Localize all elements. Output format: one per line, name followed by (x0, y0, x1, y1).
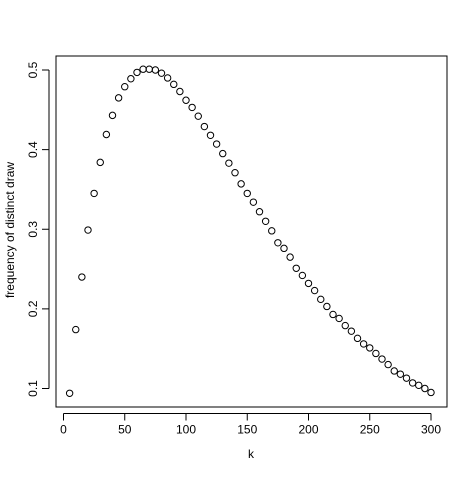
data-point (194, 112, 202, 120)
x-tick-label: 0 (60, 423, 67, 437)
data-point (163, 74, 172, 82)
x-tick-label: 100 (176, 423, 196, 437)
data-point (102, 130, 111, 139)
y-tick-label: 0.2 (26, 300, 40, 317)
data-point (347, 327, 356, 335)
data-point (182, 96, 190, 104)
data-point (341, 321, 349, 330)
data-point (65, 389, 74, 397)
data-point (231, 169, 239, 177)
data-point (304, 279, 313, 288)
data-point (390, 367, 398, 375)
data-point (127, 75, 135, 83)
data-point (408, 379, 417, 387)
data-point (378, 355, 386, 363)
data-point (237, 180, 245, 188)
y-tick-label: 0.1 (26, 380, 40, 397)
data-point (292, 264, 300, 272)
data-point (261, 217, 270, 225)
data-point (286, 253, 294, 261)
data-point (366, 344, 374, 352)
data-points (65, 65, 435, 397)
data-point (121, 83, 129, 91)
data-point (353, 334, 362, 343)
data-point (225, 159, 233, 167)
data-point (72, 325, 80, 334)
data-point (219, 149, 227, 158)
data-point (396, 370, 405, 378)
x-axis-label: k (248, 447, 255, 461)
data-point (212, 140, 221, 148)
data-point (274, 239, 282, 247)
data-point (151, 66, 160, 74)
data-point (188, 103, 196, 112)
data-point (329, 310, 337, 319)
x-axis: 0 50 100 150 200 250 300 (60, 413, 441, 437)
x-tick-label: 150 (237, 423, 257, 437)
y-tick-label: 0.5 (26, 61, 40, 78)
data-point (133, 68, 141, 77)
y-tick-label: 0.4 (26, 141, 40, 158)
data-point (323, 302, 331, 311)
data-point (359, 340, 368, 348)
data-point (249, 198, 258, 206)
data-point (280, 244, 288, 253)
data-point (415, 381, 423, 390)
data-point (176, 87, 184, 96)
data-point (243, 189, 251, 198)
data-point (157, 69, 166, 77)
data-point (421, 384, 429, 393)
data-point (78, 273, 86, 281)
data-point (268, 227, 276, 235)
data-point (170, 80, 178, 89)
data-point (255, 208, 264, 216)
data-point (139, 65, 147, 73)
data-point (402, 374, 411, 382)
data-point (96, 158, 104, 167)
data-point (90, 189, 98, 198)
data-point (384, 360, 392, 369)
x-tick-label: 50 (118, 423, 132, 437)
x-tick-label: 250 (360, 423, 380, 437)
y-axis-label: frequency of distinct draw (3, 162, 17, 298)
data-point (335, 314, 343, 323)
data-point (108, 111, 117, 120)
data-point (310, 286, 319, 295)
data-point (114, 94, 123, 102)
data-point (145, 65, 153, 73)
data-point (317, 295, 325, 304)
data-point (372, 349, 380, 358)
y-axis: 0.1 0.2 0.3 0.4 0.5 (26, 61, 50, 397)
data-point (298, 271, 307, 280)
data-point (427, 388, 435, 397)
data-point (84, 226, 92, 234)
x-tick-label: 300 (421, 423, 441, 437)
data-point (200, 122, 209, 131)
data-point (206, 131, 215, 139)
plot-frame (55, 55, 448, 408)
x-tick-label: 200 (298, 423, 318, 437)
y-tick-label: 0.3 (26, 221, 40, 238)
